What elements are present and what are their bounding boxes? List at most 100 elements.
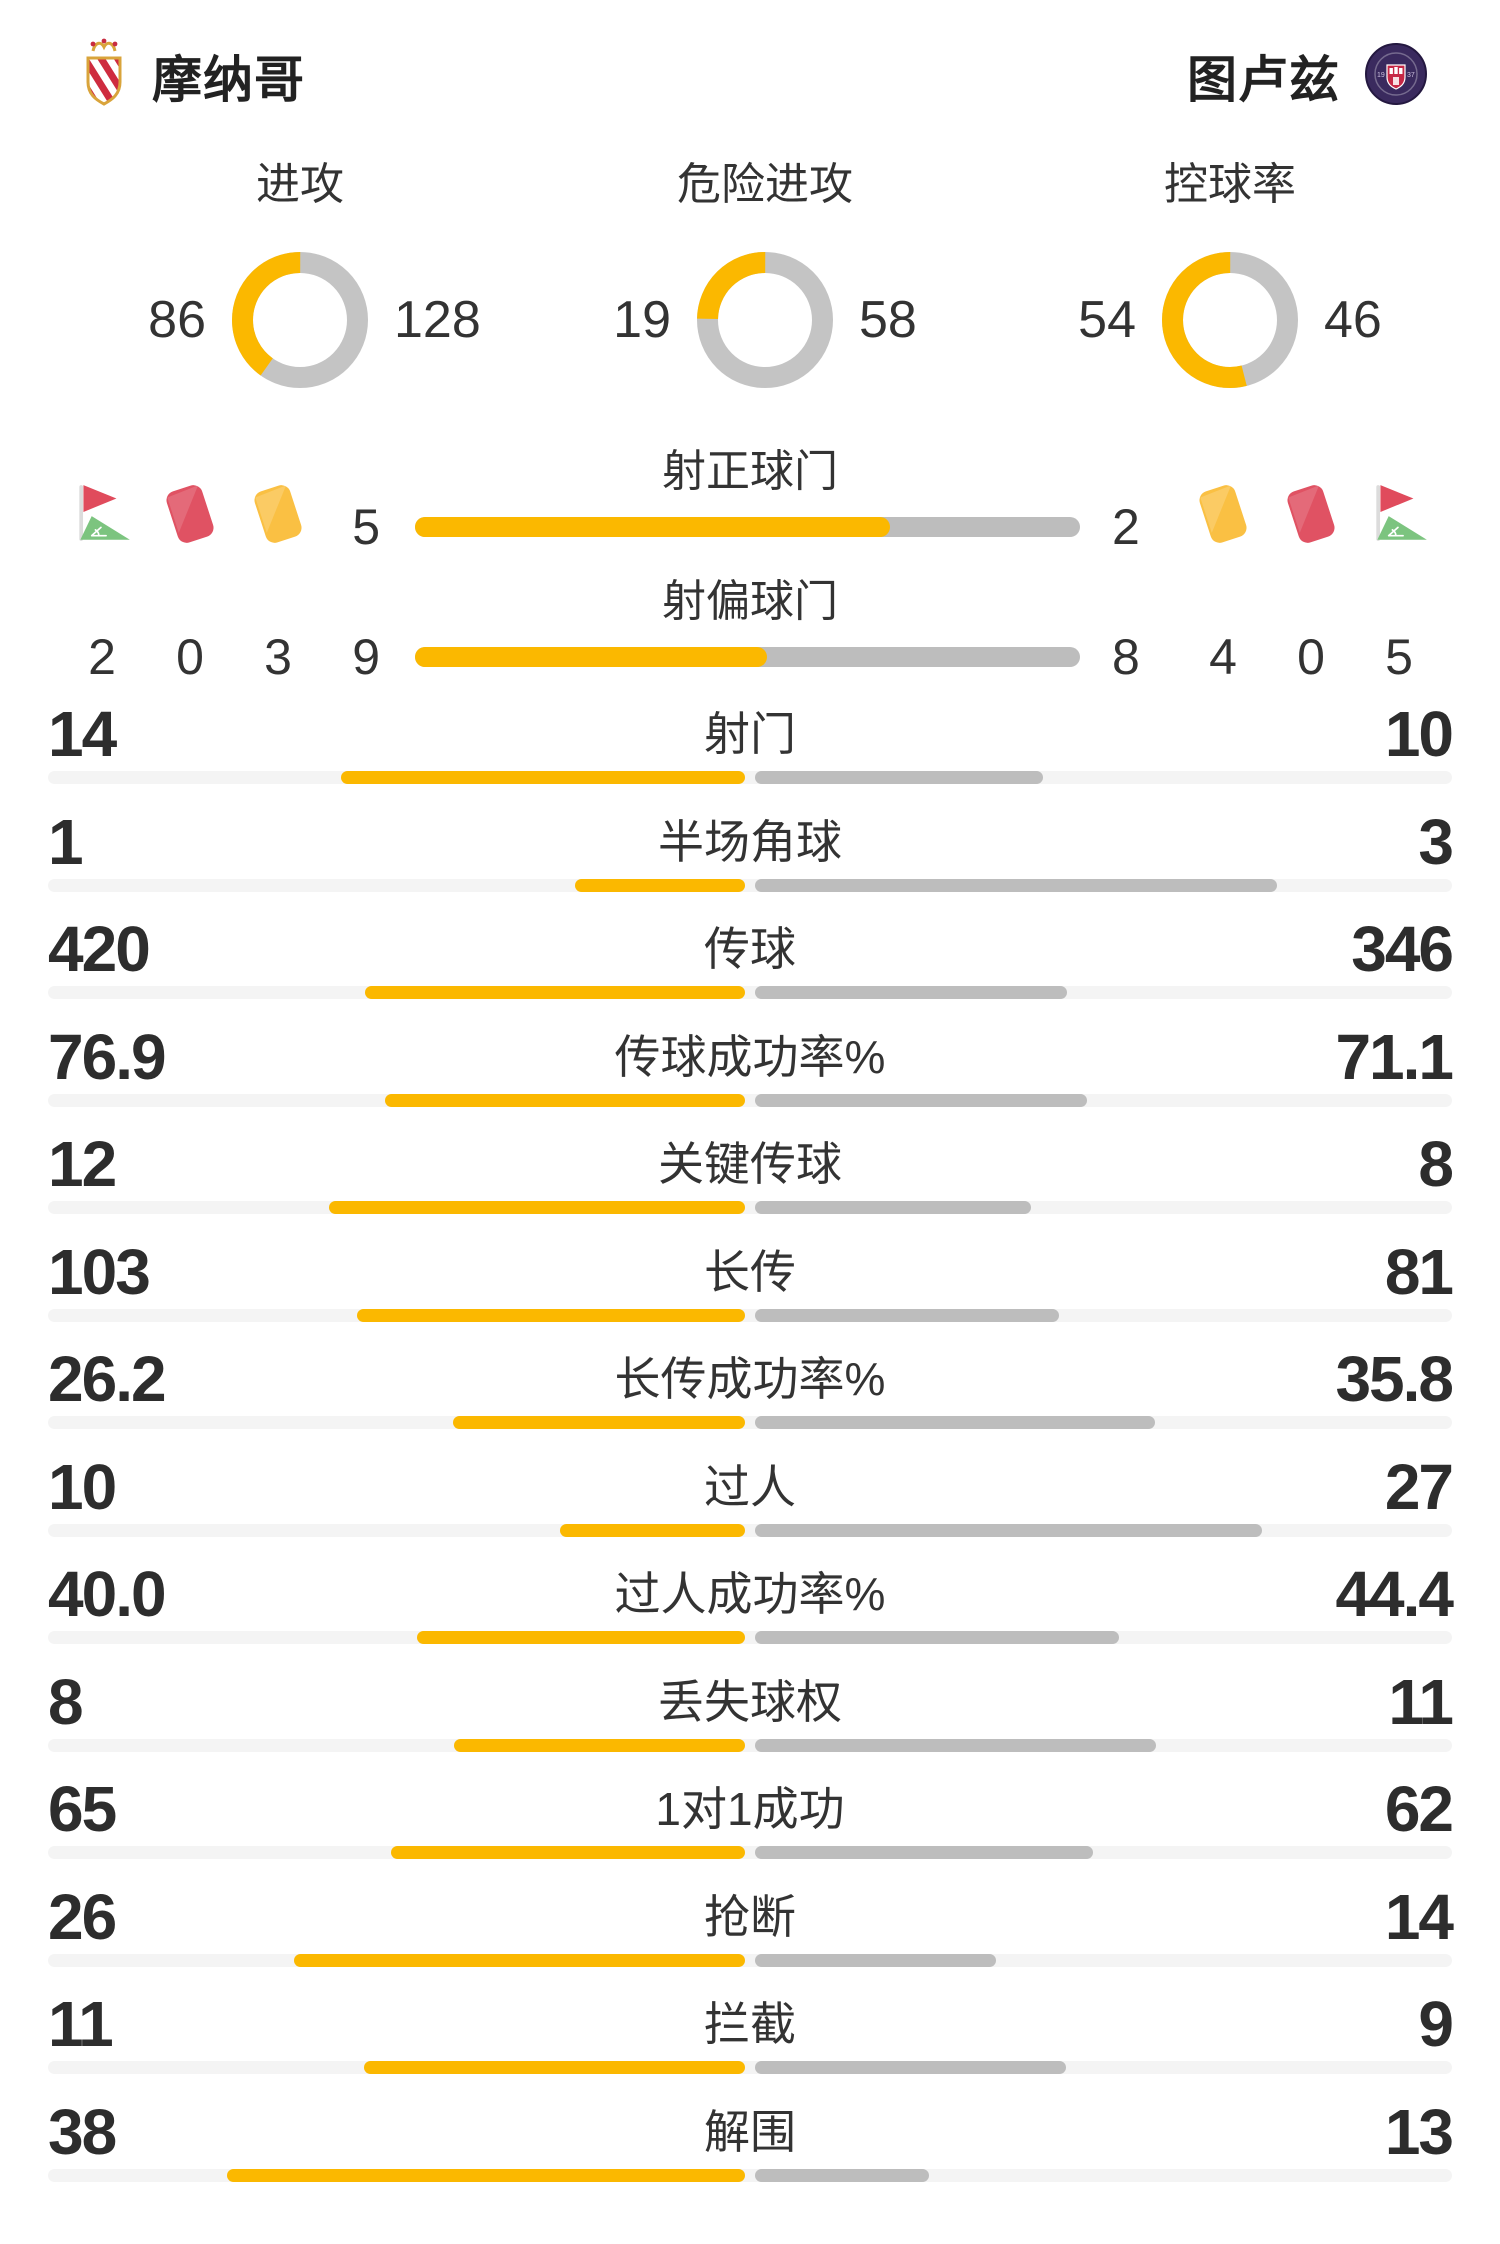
donut-away-value: 58 [859, 291, 917, 349]
stat-row: 过人 10 27 [0, 1450, 1500, 1566]
stat-home-bar [417, 1631, 745, 1644]
stat-home-value: 40.0 [48, 1558, 167, 1630]
stat-label: 过人成功率% [614, 1568, 886, 1620]
shots-on-target-away-value: 2 [1112, 499, 1140, 555]
red-card-icon [146, 478, 234, 550]
home-team-logo-icon [80, 36, 128, 117]
stat-home-bar [454, 1738, 745, 1752]
stat-away-bar [755, 771, 1043, 784]
stat-away-value: 9 [1418, 1988, 1454, 2060]
donut-group-dangerous-attacks: 危险进攻 19 58 [541, 158, 989, 390]
attacks-donut-chart [232, 252, 368, 388]
stat-row: 丢失球权 8 11 [0, 1665, 1500, 1781]
yellow-card-icon [234, 478, 322, 550]
stat-away-bar [755, 1953, 996, 1967]
away-team-logo-icon: 19 37 [1364, 42, 1428, 111]
donut-title: 危险进攻 [677, 160, 853, 209]
away-corners-value: 5 [1385, 629, 1413, 685]
stat-away-bar [755, 1846, 1093, 1859]
donut-group-possession: 控球率 54 46 [1006, 158, 1454, 390]
stat-away-bar [755, 1201, 1031, 1214]
stat-label: 关键传球 [658, 1138, 842, 1190]
stat-away-bar [755, 1631, 1120, 1644]
stat-away-value: 35.8 [1335, 1343, 1454, 1415]
stat-label: 1对1成功 [655, 1783, 845, 1835]
stat-label: 丢失球权 [658, 1675, 842, 1728]
donut-title: 控球率 [1164, 160, 1296, 209]
home-team-header: 摩纳哥 [80, 36, 305, 116]
stat-label: 过人 [704, 1460, 796, 1513]
stat-home-value: 420 [48, 913, 151, 985]
possession-donut-chart [1162, 252, 1298, 388]
stat-away-value: 3 [1418, 805, 1454, 878]
stat-home-bar [328, 1201, 745, 1214]
stat-row: 拦截 11 9 [0, 1988, 1500, 2103]
shots-off-target-home-value: 9 [352, 629, 380, 685]
stat-home-value: 1 [48, 805, 84, 878]
donut-group-attacks: 进攻 86 128 [76, 158, 524, 390]
stat-away-bar [755, 1308, 1059, 1322]
stat-track [48, 1846, 1452, 1859]
stat-away-bar [755, 1416, 1156, 1429]
stat-away-bar [755, 986, 1068, 999]
donut-title: 进攻 [256, 160, 344, 209]
stat-away-value: 8 [1418, 1128, 1454, 1200]
stat-away-value: 10 [1384, 698, 1454, 770]
stat-away-bar [755, 2061, 1066, 2074]
stat-away-bar [755, 1093, 1088, 1107]
shots-off-target-away-value: 8 [1112, 629, 1140, 685]
stat-row: 抢断 26 14 [0, 1880, 1500, 1996]
stat-row: 关键传球 12 8 [0, 1128, 1500, 1243]
red-card-icon [1267, 478, 1355, 550]
stat-home-bar [385, 1093, 745, 1107]
stat-home-value: 14 [48, 698, 117, 770]
corner-flag-icon [58, 478, 146, 550]
stat-track [48, 986, 1452, 999]
stat-away-value: 81 [1384, 1235, 1454, 1308]
away-team-header: 图卢兹 19 37 [1187, 36, 1428, 116]
stat-away-value: 11 [1388, 1665, 1454, 1738]
stat-track [48, 1416, 1452, 1429]
stat-row: 解围 38 13 [0, 2095, 1500, 2211]
stat-label: 传球 [704, 923, 796, 975]
donut-away-value: 46 [1324, 291, 1382, 349]
donut-home-value: 19 [613, 291, 671, 349]
stat-home-bar [453, 1416, 745, 1429]
stat-away-bar [755, 1738, 1157, 1752]
dangerous-attacks-donut-chart [697, 252, 833, 388]
stat-row: 长传成功率% 26.2 35.8 [0, 1343, 1500, 1458]
shots-off-target-label: 射偏球门 [662, 577, 838, 626]
stat-home-bar [390, 1846, 745, 1859]
home-yellow-cards-value: 3 [264, 629, 292, 685]
stat-row: 长传 103 81 [0, 1235, 1500, 1351]
stat-track [48, 1738, 1452, 1752]
yellow-card-icon [1179, 478, 1267, 550]
away-team-name: 图卢兹 [1187, 52, 1340, 108]
stat-row: 传球 420 346 [0, 913, 1500, 1028]
home-corners-value: 2 [88, 629, 116, 685]
home-discipline-icons [58, 478, 322, 550]
shots-on-target-home-fill [415, 517, 890, 537]
stat-home-bar [365, 986, 745, 999]
shots-off-target-home-fill [415, 647, 767, 667]
home-discipline-values: 2 0 3 [58, 629, 322, 685]
stat-label: 传球成功率% [614, 1030, 886, 1083]
stat-row: 射门 14 10 [0, 698, 1500, 813]
stat-away-value: 14 [1384, 1880, 1454, 1953]
stat-away-value: 13 [1384, 2095, 1454, 2168]
corner-flag-icon [1355, 478, 1443, 550]
stat-away-value: 62 [1384, 1773, 1454, 1845]
stat-track [48, 1308, 1452, 1322]
shots-off-target-bar [415, 647, 1080, 667]
stat-label: 长传成功率% [614, 1353, 886, 1405]
stat-home-bar [574, 878, 745, 892]
stat-away-value: 27 [1384, 1450, 1454, 1523]
stat-home-bar [363, 2061, 745, 2074]
shots-on-target-label: 射正球门 [662, 447, 838, 496]
stat-label: 解围 [704, 2105, 796, 2158]
stat-label: 半场角球 [658, 815, 842, 868]
stat-home-value: 26 [48, 1880, 117, 1953]
home-red-cards-value: 0 [176, 629, 204, 685]
stat-away-bar [755, 1523, 1263, 1537]
stat-home-bar [560, 1523, 745, 1537]
